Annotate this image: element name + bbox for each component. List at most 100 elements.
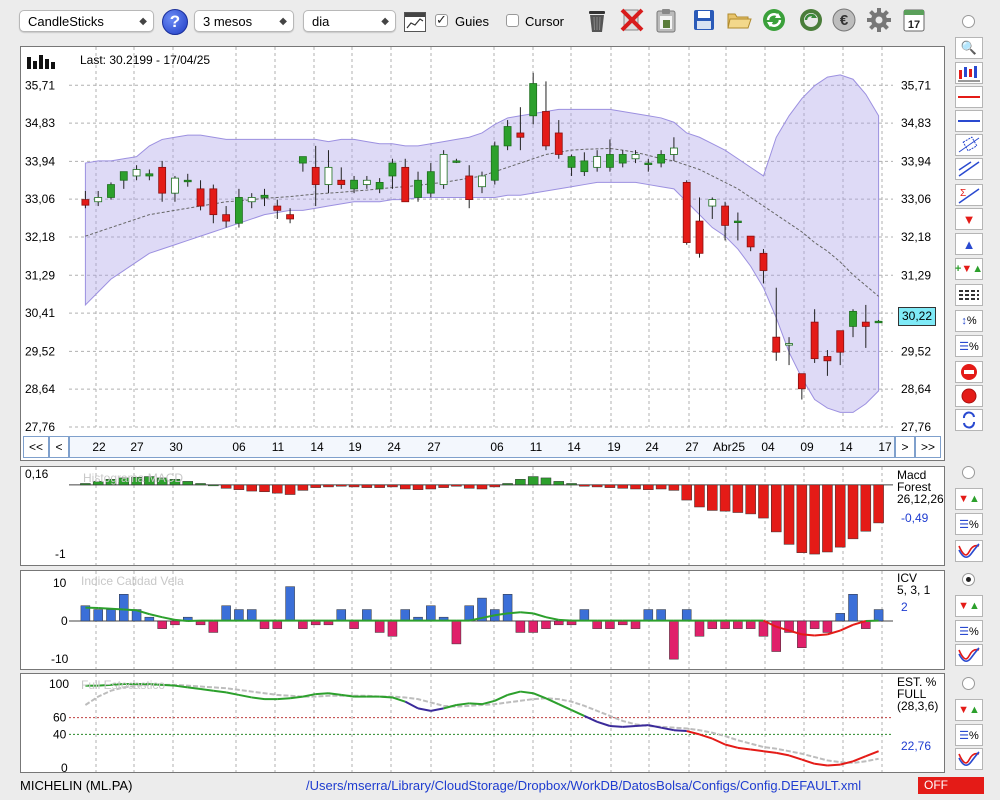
macd-bar [310, 484, 321, 488]
candle-body [618, 154, 627, 164]
macd-bar [208, 484, 219, 487]
period-select[interactable]: 3 mesos ◆ [194, 10, 294, 32]
buy-signal-button[interactable]: ▲ [955, 233, 983, 255]
nav-prev-button[interactable]: < [49, 436, 69, 458]
euro-icon[interactable]: € [830, 6, 858, 34]
swap-button[interactable] [955, 409, 983, 431]
main-chart[interactable]: 35,71 34,83 33,94 33,06 32,18 31,29 30,41 29,52… [21, 47, 944, 460]
stochastic-main-segment [622, 725, 636, 728]
save-icon[interactable] [690, 6, 718, 34]
bar-chart-icon [26, 53, 56, 72]
icv-bar [144, 616, 155, 622]
channel-icon [958, 136, 980, 153]
candle-body [465, 175, 474, 201]
stochastic-signals-button[interactable]: ▼▲ [955, 699, 983, 721]
lines-button[interactable] [955, 284, 983, 306]
gear-icon[interactable] [865, 6, 893, 34]
y-tick-label-left: 35,71 [25, 78, 55, 92]
guides-checkbox[interactable] [435, 12, 448, 28]
refresh-icon[interactable] [760, 6, 788, 34]
icv-signal-segment [775, 625, 790, 632]
cursor-checkbox[interactable] [506, 14, 519, 27]
sell-signal-button[interactable]: ▼ [955, 208, 983, 230]
period-value: 3 mesos [203, 14, 253, 29]
off-toggle-button[interactable]: OFF [918, 777, 984, 794]
macd-lines-percent-button[interactable]: ☰% [955, 513, 983, 535]
macd-bar [809, 484, 820, 555]
y-tick-label-right: 32,18 [901, 230, 931, 244]
interval-select[interactable]: dia ◆ [303, 10, 396, 32]
date-tick-label: 14 [310, 440, 324, 454]
candle-style-button[interactable] [955, 62, 983, 84]
delete-icon[interactable] [618, 6, 646, 34]
scale-percent-button[interactable]: ↕% [955, 310, 983, 332]
main-panel-radio[interactable] [962, 15, 975, 28]
folder-icon[interactable] [725, 6, 753, 34]
macd-bar [182, 481, 193, 486]
date-tick-label: 27 [427, 440, 441, 454]
date-tick-label: 22 [92, 440, 106, 454]
nav-next-button[interactable]: > [895, 436, 915, 458]
channel-button[interactable] [955, 134, 983, 156]
candle-body [375, 182, 384, 190]
macd-bar [284, 484, 296, 495]
magnifier-icon: 🔍 [960, 40, 978, 55]
y-tick-label-left: 34,83 [25, 116, 55, 130]
macd-bar [144, 476, 155, 486]
trash-icon[interactable] [583, 6, 611, 34]
icv-curve-button[interactable] [955, 644, 983, 666]
no-entry-button[interactable] [955, 361, 983, 383]
candle-body [606, 154, 614, 168]
sync-icon[interactable] [797, 6, 825, 34]
clipboard-icon[interactable] [652, 6, 680, 34]
macd-bar [348, 484, 360, 488]
blue-hline-button[interactable] [955, 110, 983, 132]
stochastic-main-segment [162, 683, 176, 687]
stochastic-chart[interactable]: 100 60 40 0 [21, 674, 944, 772]
chart-type-select[interactable]: CandleSticks ◆ [19, 10, 154, 32]
y-tick-label-left: 33,06 [25, 192, 55, 206]
calendar-icon[interactable]: 17 [900, 6, 928, 34]
macd-chart[interactable]: 0,16 -1 [21, 467, 944, 565]
nav-first-button[interactable]: << [23, 436, 49, 458]
down-arrow-icon: ▼ [962, 211, 976, 227]
icv-bar [630, 620, 641, 629]
price-band [84, 74, 880, 413]
date-scrollbar[interactable]: 22 27 30 06 11 14 19 24 27 06 11 14 19 24 27 Abr25 04 09 1… [69, 436, 895, 458]
icv-signal-segment [520, 611, 534, 615]
macd-bar [272, 484, 283, 494]
stochastic-main-segment [481, 699, 496, 706]
add-signals-button[interactable]: +▼▲ [955, 258, 983, 280]
red-hline-button[interactable] [955, 86, 983, 108]
icv-bar [246, 609, 257, 622]
y-axis-right: 35,7134,8333,9433,0632,1831,2930,4129,52… [901, 78, 931, 434]
icv-signal-segment [494, 612, 508, 617]
icv-panel-radio[interactable] [962, 573, 975, 586]
record-button[interactable] [955, 385, 983, 407]
icv-lines-percent-button[interactable]: ☰% [955, 620, 983, 642]
macd-tick-label: 0,16 [25, 467, 49, 481]
icv-signal-segment [149, 613, 163, 619]
macd-signals-button[interactable]: ▼▲ [955, 488, 983, 510]
macd-panel-radio[interactable] [962, 466, 975, 479]
stochastic-panel-radio[interactable] [962, 677, 975, 690]
chart-window-icon[interactable] [404, 12, 426, 32]
macd-curve-button[interactable] [955, 540, 983, 562]
icv-bar [733, 620, 743, 629]
nav-last-button[interactable]: >> [915, 436, 941, 458]
zoom-button[interactable]: 🔍 [955, 37, 983, 59]
stochastic-lines-percent-button[interactable]: ☰% [955, 724, 983, 746]
icv-bar [285, 586, 295, 622]
icv-chart[interactable]: 10 0 -10 [21, 571, 944, 669]
stochastic-value: 22,76 [901, 739, 932, 753]
lines-percent-button[interactable]: ☰% [955, 335, 983, 357]
config-path-link[interactable]: /Users/mserra/Library/CloudStorage/Dropb… [306, 778, 862, 793]
icv-signals-button[interactable]: ▼▲ [955, 595, 983, 617]
stochastic-curve-button[interactable] [955, 748, 983, 770]
stochastic-main-segment [98, 683, 112, 687]
icv-bar [822, 620, 833, 633]
help-icon[interactable]: ? [162, 9, 188, 35]
fibonacci-button[interactable]: Σ [955, 184, 983, 206]
trendline-button[interactable] [955, 158, 983, 180]
stochastic-main-segment [404, 700, 419, 710]
